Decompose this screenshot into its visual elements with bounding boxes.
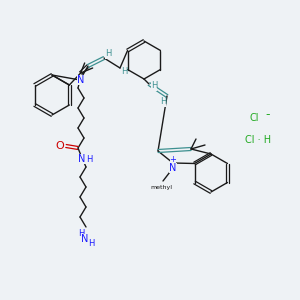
Text: H: H [121,68,127,76]
Text: H: H [151,82,157,91]
Text: -: - [265,109,269,122]
Text: Cl · H: Cl · H [245,135,271,145]
Text: N: N [81,234,89,244]
Text: Cl: Cl [250,113,260,123]
Text: N: N [77,75,85,85]
Text: H: H [78,230,84,238]
Text: H: H [105,50,111,58]
Text: methyl: methyl [150,184,172,190]
Text: +: + [169,155,176,164]
Text: O: O [56,141,64,151]
Text: H: H [86,154,92,164]
Text: H: H [88,238,94,247]
Text: H: H [160,98,166,106]
Text: N: N [78,154,86,164]
Text: N: N [169,163,177,173]
